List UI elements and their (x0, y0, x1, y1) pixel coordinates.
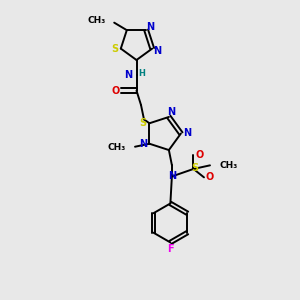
Text: N: N (167, 107, 175, 118)
Text: N: N (168, 171, 176, 182)
Text: S: S (191, 163, 198, 173)
Text: O: O (195, 150, 204, 161)
Text: S: S (140, 118, 147, 128)
Text: N: N (124, 70, 132, 80)
Text: CH₃: CH₃ (108, 143, 126, 152)
Text: CH₃: CH₃ (220, 161, 238, 170)
Text: H: H (139, 69, 145, 78)
Text: N: N (139, 139, 147, 149)
Text: O: O (111, 85, 120, 96)
Text: F: F (167, 244, 174, 254)
Text: N: N (183, 128, 192, 139)
Text: CH₃: CH₃ (88, 16, 106, 25)
Text: S: S (111, 44, 118, 54)
Text: N: N (146, 22, 154, 32)
Text: N: N (153, 46, 161, 56)
Text: O: O (206, 172, 214, 182)
